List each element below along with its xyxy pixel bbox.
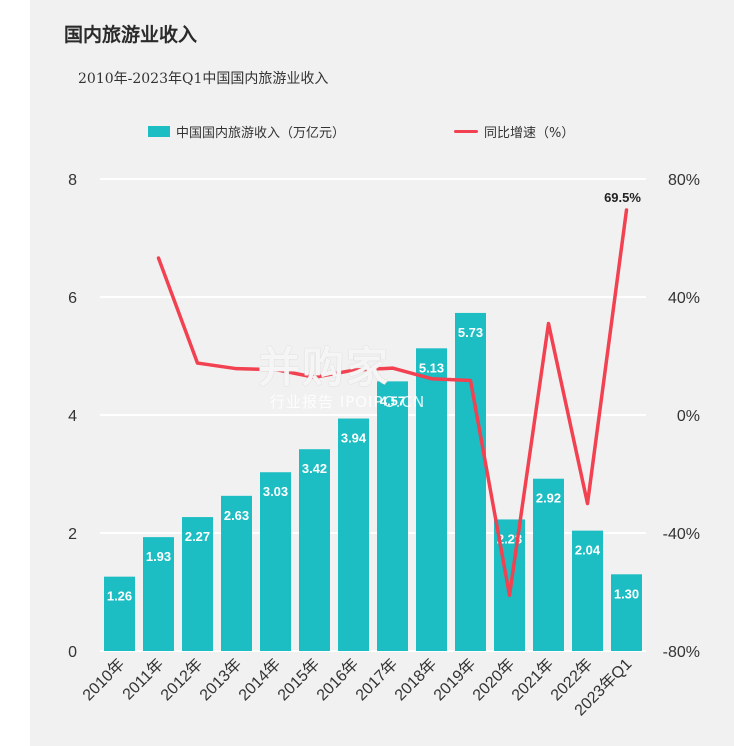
line-point: [547, 322, 550, 326]
line-point: [508, 593, 511, 597]
legend-bar-label: 中国国内旅游收入（万亿元）: [176, 126, 346, 141]
line-point-label: 69.5%: [604, 190, 641, 205]
y-tick-left: 6: [68, 290, 77, 307]
bar: [260, 472, 291, 651]
x-tick-label: 2019年: [430, 655, 479, 704]
page-title: 国内旅游业收入: [64, 24, 198, 46]
bar: [416, 348, 447, 651]
bar-value-label: 2.04: [575, 543, 601, 558]
y-tick-left: 8: [68, 172, 77, 189]
y-tick-right: -80%: [663, 644, 700, 661]
bar: [338, 418, 369, 651]
bar: [182, 517, 213, 651]
x-tick-label: 2010年: [79, 655, 128, 704]
bar-value-label: 3.03: [263, 484, 288, 499]
bar-value-label: 5.73: [458, 325, 483, 340]
bar-value-label: 4.57: [380, 393, 405, 408]
line-point: [157, 256, 160, 260]
y-tick-right: 40%: [668, 290, 700, 307]
line-point: [196, 361, 199, 365]
line-point: [430, 377, 433, 381]
bar-value-label: 2.27: [185, 529, 210, 544]
y-tick-right: 0%: [677, 408, 700, 425]
line-point: [313, 375, 316, 379]
bar: [221, 495, 252, 651]
x-tick-label: 2018年: [391, 655, 440, 704]
bar: [299, 449, 330, 651]
line-point: [586, 502, 589, 505]
legend-line-swatch: [454, 130, 478, 133]
bar: [611, 574, 642, 651]
chart-subtitle: 2010年-2023年Q1中国国内旅游业收入: [78, 71, 329, 87]
line-point: [391, 366, 394, 370]
x-tick-label: 2012年: [157, 655, 206, 704]
line-point: [469, 378, 472, 382]
bar: [572, 530, 603, 651]
legend-bar-swatch: [148, 126, 170, 137]
bar-value-label: 3.42: [302, 461, 327, 476]
bar: [533, 478, 564, 651]
line-point: [352, 368, 355, 372]
y-tick-left: 2: [68, 526, 77, 543]
x-tick-label: 2021年: [508, 655, 557, 704]
legend-line-label: 同比增速（%）: [484, 126, 575, 141]
line-point: [235, 367, 238, 371]
bar: [455, 312, 486, 651]
bar-value-label: 1.93: [146, 549, 171, 564]
x-tick-label: 2011年: [119, 655, 167, 703]
bar-value-label: 3.94: [341, 431, 367, 446]
bar: [377, 381, 408, 651]
x-tick-label: 2020年: [469, 655, 518, 704]
y-tick-right: 80%: [668, 172, 700, 189]
x-tick-label: 2017年: [352, 655, 401, 704]
legend-item-bars: 中国国内旅游收入（万亿元）: [148, 122, 345, 141]
bar-value-label: 1.30: [614, 586, 639, 601]
x-tick-label: 2015年: [274, 655, 323, 704]
bar-value-label: 2.63: [224, 508, 249, 523]
x-tick-label: 2016年: [313, 655, 362, 704]
bar: [104, 576, 135, 651]
x-tick-label: 2013年: [196, 655, 245, 704]
line-point: [625, 208, 628, 212]
legend-item-line: 同比增速（%）: [454, 122, 574, 141]
bar-value-label: 1.26: [107, 589, 132, 604]
bar: [143, 537, 174, 651]
y-tick-left: 0: [68, 644, 77, 661]
line-point: [274, 368, 277, 372]
bar-value-label: 2.92: [536, 491, 561, 506]
bar-value-label: 5.13: [419, 360, 444, 375]
y-tick-right: -40%: [663, 526, 700, 543]
y-tick-left: 4: [68, 408, 77, 425]
x-tick-label: 2014年: [235, 655, 284, 704]
